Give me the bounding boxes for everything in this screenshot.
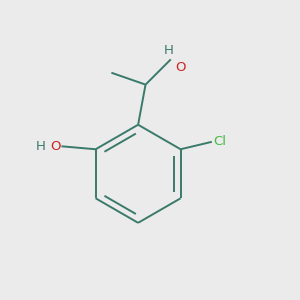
- Text: H: H: [164, 44, 173, 57]
- Text: H: H: [36, 140, 46, 153]
- Text: Cl: Cl: [213, 135, 226, 148]
- Text: O: O: [175, 61, 185, 74]
- Text: O: O: [50, 140, 60, 153]
